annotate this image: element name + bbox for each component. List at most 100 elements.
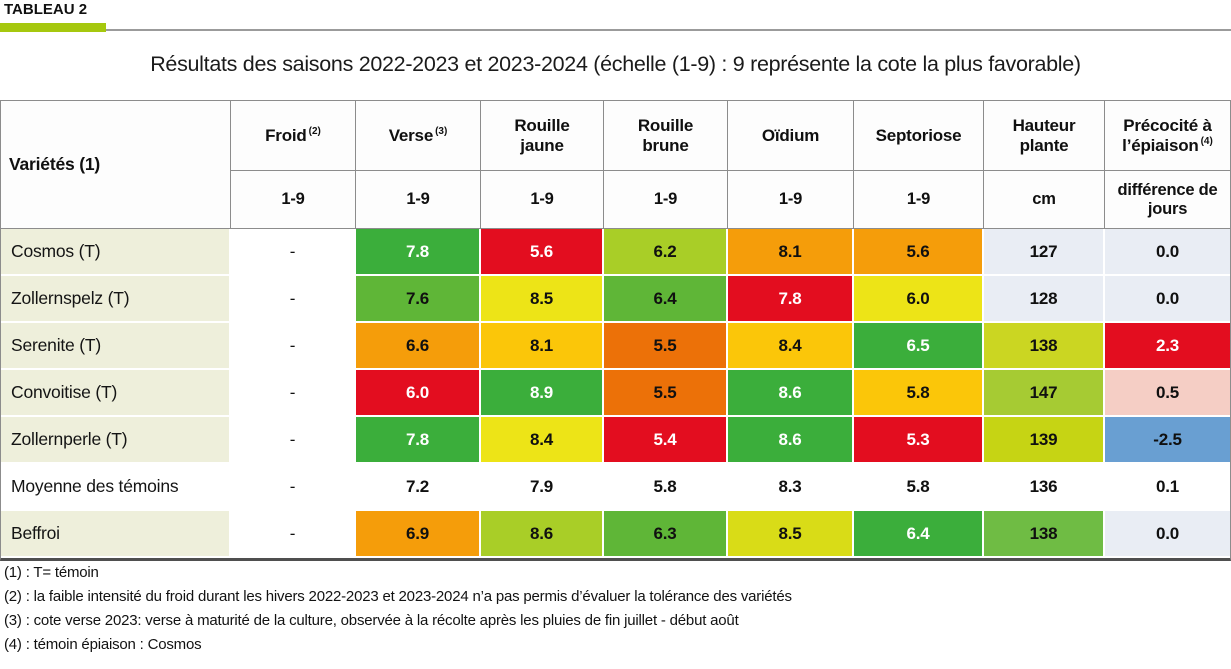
variety-name-serenite: Serenite (T) bbox=[1, 323, 231, 370]
value-cell-cosmos-oidium: 8.1 bbox=[728, 229, 854, 276]
table-title: Résultats des saisons 2022-2023 et 2023-… bbox=[150, 52, 1081, 76]
value-cell-zollernspelz-verse: 7.6 bbox=[356, 276, 481, 323]
value-cell-zollernperle-precocite: -2.5 bbox=[1105, 417, 1230, 464]
value-cell-moyenne-rouille-brune: 5.8 bbox=[604, 464, 728, 511]
table-row-serenite: Serenite (T) -6.6 8.1 5.5 8.4 6.5 138 2.3 bbox=[1, 323, 1230, 370]
value-cell-moyenne-froid: - bbox=[231, 464, 356, 511]
header-label-precocite: Précocité à l’épiaison bbox=[1122, 115, 1212, 155]
value-cell-zollernperle-septoriose: 5.3 bbox=[854, 417, 984, 464]
table-row-beffroi: Beffroi -6.9 8.6 6.3 8.5 6.4 138 0.0 bbox=[1, 511, 1230, 558]
value-cell-cosmos-verse: 7.8 bbox=[356, 229, 481, 276]
value-cell-beffroi-septoriose: 6.4 bbox=[854, 511, 984, 558]
value-cell-beffroi-froid: - bbox=[231, 511, 356, 558]
value-cell-beffroi-rouille-jaune: 8.6 bbox=[481, 511, 604, 558]
header-rouille-brune: Rouille brune bbox=[604, 101, 728, 171]
value-cell-convoitise-verse: 6.0 bbox=[356, 370, 481, 417]
footnote-3: (3) : cote verse 2023: verse à maturité … bbox=[4, 612, 739, 629]
header-froid: Froid (2) bbox=[231, 101, 356, 171]
header-precocite: Précocité à l’épiaison (4) bbox=[1105, 101, 1230, 171]
table-row-zollernspelz: Zollernspelz (T) -7.6 8.5 6.4 7.8 6.0 128 0.0 bbox=[1, 276, 1230, 323]
value-cell-zollernperle-verse: 7.8 bbox=[356, 417, 481, 464]
header-label-rouille-brune: Rouille brune bbox=[637, 115, 694, 155]
value-cell-cosmos-septoriose: 5.6 bbox=[854, 229, 984, 276]
divider-rule bbox=[0, 29, 1231, 31]
value-cell-zollernperle-froid: - bbox=[231, 417, 356, 464]
header-label-septoriose: Septoriose bbox=[875, 125, 962, 145]
value-cell-zollernspelz-septoriose: 6.0 bbox=[854, 276, 984, 323]
value-cell-zollernperle-rouille-jaune: 8.4 bbox=[481, 417, 604, 464]
subheader-precocite: différence de jours bbox=[1105, 171, 1230, 229]
header-label-hauteur-plante: Hauteur plante bbox=[1012, 115, 1076, 155]
value-cell-moyenne-verse: 7.2 bbox=[356, 464, 481, 511]
header-label-froid: Froid bbox=[265, 125, 307, 145]
table-row-zollernperle: Zollernperle (T) -7.8 8.4 5.4 8.6 5.3 139 -2.5 bbox=[1, 417, 1230, 464]
value-cell-convoitise-hauteur-plante: 147 bbox=[984, 370, 1105, 417]
table-tag: TABLEAU 2 bbox=[4, 1, 88, 18]
header-verse: Verse (3) bbox=[356, 101, 481, 171]
subheader-verse: 1-9 bbox=[356, 171, 481, 229]
accent-bar bbox=[0, 23, 106, 32]
value-cell-convoitise-froid: - bbox=[231, 370, 356, 417]
variety-name-zollernperle: Zollernperle (T) bbox=[1, 417, 231, 464]
value-cell-serenite-septoriose: 6.5 bbox=[854, 323, 984, 370]
results-table-frame: Variétés (1) Froid (2) Verse (3) Rouille jaun… bbox=[0, 100, 1231, 561]
value-cell-beffroi-oidium: 8.5 bbox=[728, 511, 854, 558]
header-footnote-ref-verse: (3) bbox=[435, 126, 448, 138]
value-cell-serenite-rouille-jaune: 8.1 bbox=[481, 323, 604, 370]
value-cell-moyenne-hauteur-plante: 136 bbox=[984, 464, 1105, 511]
value-cell-serenite-froid: - bbox=[231, 323, 356, 370]
value-cell-zollernperle-oidium: 8.6 bbox=[728, 417, 854, 464]
value-cell-zollernperle-rouille-brune: 5.4 bbox=[604, 417, 728, 464]
value-cell-zollernspelz-rouille-brune: 6.4 bbox=[604, 276, 728, 323]
footnote-1: (1) : T= témoin bbox=[4, 564, 99, 581]
footnote-2: (2) : la faible intensité du froid duran… bbox=[4, 588, 792, 605]
variety-name-moyenne: Moyenne des témoins bbox=[1, 464, 231, 511]
value-cell-cosmos-froid: - bbox=[231, 229, 356, 276]
subheader-rouille-jaune: 1-9 bbox=[481, 171, 604, 229]
value-cell-cosmos-precocite: 0.0 bbox=[1105, 229, 1230, 276]
value-cell-zollernspelz-hauteur-plante: 128 bbox=[984, 276, 1105, 323]
value-cell-beffroi-verse: 6.9 bbox=[356, 511, 481, 558]
footnote-4: (4) : témoin épiaison : Cosmos bbox=[4, 636, 202, 653]
value-cell-zollernspelz-oidium: 7.8 bbox=[728, 276, 854, 323]
value-cell-serenite-verse: 6.6 bbox=[356, 323, 481, 370]
value-cell-zollernperle-hauteur-plante: 139 bbox=[984, 417, 1105, 464]
value-cell-serenite-rouille-brune: 5.5 bbox=[604, 323, 728, 370]
value-cell-serenite-oidium: 8.4 bbox=[728, 323, 854, 370]
subheader-septoriose: 1-9 bbox=[854, 171, 984, 229]
variety-name-zollernspelz: Zollernspelz (T) bbox=[1, 276, 231, 323]
header-footnote-ref-froid: (2) bbox=[308, 126, 321, 138]
value-cell-cosmos-rouille-brune: 6.2 bbox=[604, 229, 728, 276]
header-septoriose: Septoriose bbox=[854, 101, 984, 171]
subheader-rouille-brune: 1-9 bbox=[604, 171, 728, 229]
value-cell-cosmos-rouille-jaune: 5.6 bbox=[481, 229, 604, 276]
variety-name-convoitise: Convoitise (T) bbox=[1, 370, 231, 417]
value-cell-convoitise-rouille-brune: 5.5 bbox=[604, 370, 728, 417]
header-varieties: Variétés (1) bbox=[1, 101, 231, 229]
value-cell-moyenne-septoriose: 5.8 bbox=[854, 464, 984, 511]
value-cell-beffroi-hauteur-plante: 138 bbox=[984, 511, 1105, 558]
value-cell-beffroi-rouille-brune: 6.3 bbox=[604, 511, 728, 558]
header-oidium: Oïdium bbox=[728, 101, 854, 171]
header-label-varieties: Variétés (1) bbox=[9, 154, 100, 175]
value-cell-cosmos-hauteur-plante: 127 bbox=[984, 229, 1105, 276]
value-cell-zollernspelz-froid: - bbox=[231, 276, 356, 323]
value-cell-convoitise-precocite: 0.5 bbox=[1105, 370, 1230, 417]
subheader-froid: 1-9 bbox=[231, 171, 356, 229]
header-hauteur-plante: Hauteur plante bbox=[984, 101, 1105, 171]
value-cell-convoitise-oidium: 8.6 bbox=[728, 370, 854, 417]
variety-name-cosmos: Cosmos (T) bbox=[1, 229, 231, 276]
value-cell-convoitise-rouille-jaune: 8.9 bbox=[481, 370, 604, 417]
header-footnote-ref-precocite: (4) bbox=[1200, 135, 1213, 147]
value-cell-moyenne-rouille-jaune: 7.9 bbox=[481, 464, 604, 511]
results-table: Variétés (1) Froid (2) Verse (3) Rouille jaun… bbox=[1, 101, 1230, 558]
table-row-convoitise: Convoitise (T) -6.0 8.9 5.5 8.6 5.8 147 0.5 bbox=[1, 370, 1230, 417]
value-cell-moyenne-oidium: 8.3 bbox=[728, 464, 854, 511]
value-cell-moyenne-precocite: 0.1 bbox=[1105, 464, 1230, 511]
value-cell-serenite-precocite: 2.3 bbox=[1105, 323, 1230, 370]
value-cell-zollernspelz-precocite: 0.0 bbox=[1105, 276, 1230, 323]
footnotes: (1) : T= témoin (2) : la faible intensit… bbox=[4, 561, 1224, 657]
value-cell-serenite-hauteur-plante: 138 bbox=[984, 323, 1105, 370]
table-row-moyenne: Moyenne des témoins -7.2 7.9 5.8 8.3 5.8 136 0.… bbox=[1, 464, 1230, 511]
variety-name-beffroi: Beffroi bbox=[1, 511, 231, 558]
